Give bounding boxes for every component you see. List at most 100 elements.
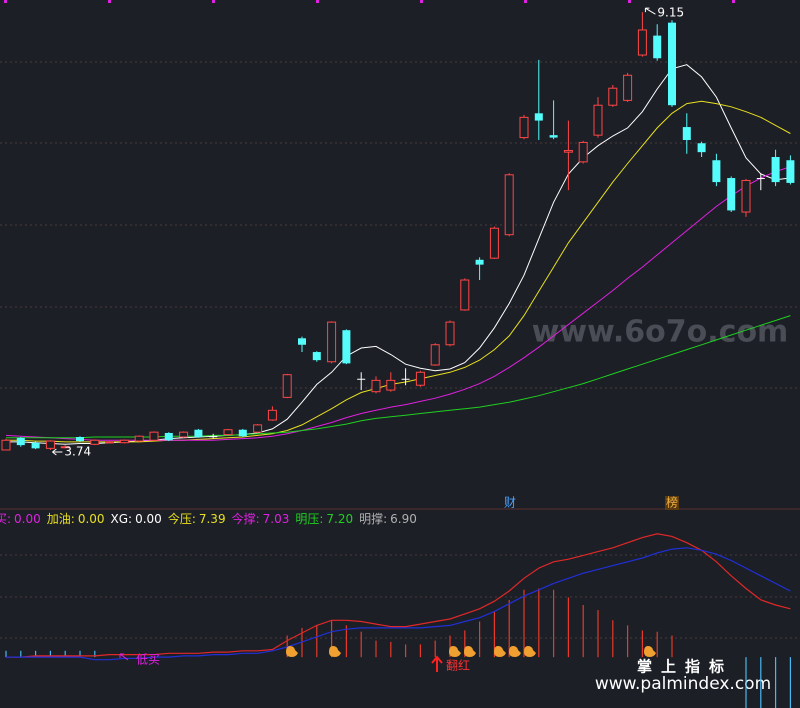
candle-body <box>223 429 233 436</box>
signal-icon <box>464 646 476 657</box>
dot <box>316 0 319 3</box>
candle-body <box>637 29 647 56</box>
candle-body <box>668 22 676 106</box>
candle-body <box>371 379 381 393</box>
candle-body <box>267 409 277 421</box>
candle-body <box>194 429 203 438</box>
candle-body <box>357 378 366 380</box>
indicator-line <box>6 533 791 658</box>
candle-body <box>31 442 40 449</box>
watermark: 掌上指标 <box>637 658 733 676</box>
legend-value: 7.03 <box>263 512 290 526</box>
candle-body <box>756 178 765 180</box>
legend-label: 今压: <box>168 511 196 526</box>
candle-body <box>623 74 633 101</box>
dot <box>524 0 527 3</box>
candle-body <box>164 432 173 441</box>
candle-body <box>342 330 351 364</box>
candle-body <box>415 371 425 386</box>
annotation: 翻红 <box>446 658 470 673</box>
signal-icon <box>524 646 536 657</box>
signal-icon <box>449 646 461 657</box>
candle-body <box>593 104 603 136</box>
dot <box>212 0 215 3</box>
candle-body <box>105 441 115 444</box>
candle-body <box>1 439 11 451</box>
candle-body <box>90 439 100 445</box>
legend-value: 0.00 <box>14 512 41 526</box>
dot <box>108 0 111 3</box>
candle-body <box>608 87 618 106</box>
grid <box>0 61 800 639</box>
annotation-arrow <box>119 653 129 661</box>
candle-body <box>519 116 529 139</box>
annotation-arrow <box>431 655 443 672</box>
legend-label: 买: <box>0 512 11 526</box>
candle-body <box>697 143 706 153</box>
candle-body <box>179 431 189 438</box>
dot <box>628 0 631 3</box>
legend-value: 6.90 <box>390 512 417 526</box>
signal-icon <box>494 646 506 657</box>
max-label: 9.15 <box>657 6 684 20</box>
event-label: 财 <box>504 496 516 510</box>
candle-body <box>786 160 795 183</box>
signal-icon <box>286 646 298 657</box>
candle-body <box>549 135 558 138</box>
legend-label: XG: <box>111 512 133 526</box>
event-label: 榜 <box>666 495 678 510</box>
candle-body <box>489 227 499 259</box>
dot <box>4 0 7 3</box>
candle-body <box>504 174 514 236</box>
legend-value: 7.20 <box>326 512 353 526</box>
signal-icon <box>329 646 341 657</box>
candle-body <box>60 446 70 449</box>
annotation: 低买 <box>136 653 160 667</box>
candle-body <box>298 338 306 345</box>
marker-arrow <box>644 7 656 15</box>
candle-body <box>45 440 55 449</box>
legend-value: 0.00 <box>78 512 105 526</box>
candle-body <box>460 279 470 311</box>
candle-body <box>771 157 780 183</box>
indicator-legend: 买: 0.00 加油: 0.00 XG: 0.00 今压: 7.39 今撑: 7.03 明压: 7.2… <box>0 511 417 526</box>
candle-body <box>727 178 736 211</box>
legend-label: 明撑: <box>359 511 387 526</box>
ma-line <box>6 100 791 443</box>
candle-body <box>741 179 751 213</box>
legend-value: 0.00 <box>135 512 162 526</box>
candle-body <box>282 374 292 398</box>
candle-body <box>712 160 721 183</box>
candle-body <box>682 127 691 141</box>
candle-body <box>578 141 588 163</box>
candle-body <box>386 379 396 391</box>
dot <box>420 0 423 3</box>
candle-body <box>401 378 410 380</box>
candle-body <box>430 344 440 366</box>
candle-body <box>16 437 25 446</box>
candle-body <box>445 321 455 346</box>
top-dots <box>4 0 735 3</box>
legend-label: 明压: <box>295 512 323 526</box>
watermark: www.6o7o.com <box>532 315 789 350</box>
legend-value: 7.39 <box>199 512 226 526</box>
candle-body <box>653 35 662 59</box>
candle-body <box>253 424 263 433</box>
candle-body <box>563 150 573 153</box>
candle-body <box>134 435 144 442</box>
candle-body <box>312 352 321 361</box>
candle-body <box>76 437 84 442</box>
candle-body <box>209 436 218 438</box>
indicator-line <box>6 547 791 661</box>
min-label: 3.74 <box>64 444 91 458</box>
signal-icon <box>509 646 521 657</box>
signal-icon <box>644 646 656 657</box>
candle-body <box>119 439 129 444</box>
candle-body <box>534 113 543 121</box>
legend-label: 加油: <box>47 512 75 526</box>
candle-body <box>238 429 247 437</box>
marker-arrow <box>52 448 63 456</box>
